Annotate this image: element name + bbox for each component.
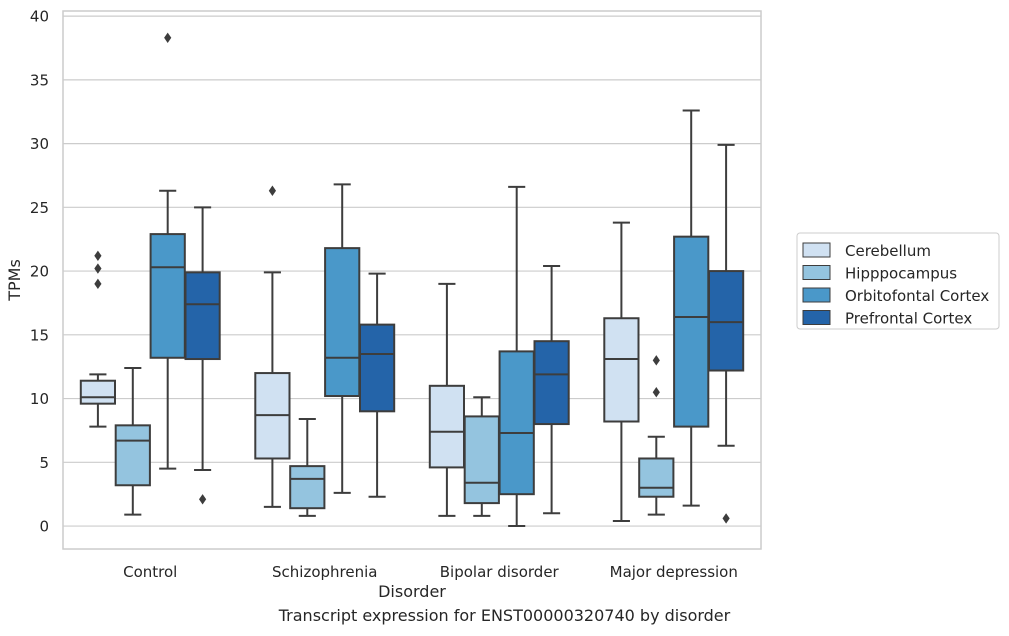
x-axis-label: Disorder <box>378 582 446 600</box>
box-1-1 <box>289 417 326 517</box>
outlier-point <box>652 355 660 366</box>
legend-label: Orbitofontal Cortex <box>845 287 989 305</box>
box-body <box>428 384 466 469</box>
box-0-3 <box>184 206 221 505</box>
box-body <box>463 415 500 505</box>
box-0-2 <box>149 32 186 470</box>
y-axis-label: TPMs <box>5 259 24 302</box>
box-3-0 <box>603 221 640 522</box>
x-tick-label: Schizophrenia <box>272 563 377 581</box>
legend-frame <box>796 232 1000 330</box>
box-body <box>79 379 117 405</box>
box-plot-chart: 0 5 10 15 20 25 30 35 40 Control Schizophrenia Bip… <box>5 8 1000 600</box>
y-tick-label: 40 <box>30 8 49 26</box>
y-tick-label: 5 <box>39 454 49 472</box>
legend-swatch <box>802 265 831 280</box>
box-2-0 <box>428 282 466 517</box>
legend-label: Cerebellum <box>845 242 931 260</box>
outlier-point <box>94 250 102 261</box>
outlier-point <box>652 386 660 398</box>
box-body <box>673 235 710 428</box>
figure-caption: Transcript expression for ENST0000032074… <box>278 606 731 625</box>
y-tick-label: 15 <box>30 326 49 344</box>
boxes-layer <box>79 32 745 528</box>
outlier-point <box>94 263 102 274</box>
legend-label: Hipppocampus <box>845 265 957 283</box>
box-2-2 <box>498 185 535 528</box>
y-tick-label: 0 <box>39 518 49 536</box>
box-body <box>638 457 675 498</box>
y-tick-label: 10 <box>30 390 49 408</box>
box-0-0 <box>79 250 117 428</box>
box-body <box>603 317 640 423</box>
x-tick-label: Bipolar disorder <box>440 563 560 581</box>
box-3-1 <box>638 355 675 516</box>
outlier-point <box>199 494 207 505</box>
legend-swatch <box>802 287 831 303</box>
box-2-3 <box>533 264 570 515</box>
box-1-3 <box>358 272 396 498</box>
legend-label: Prefrontal Cortex <box>845 310 972 328</box>
outlier-point <box>94 278 102 290</box>
outlier-point <box>722 513 730 524</box>
y-tick-label: 20 <box>30 263 49 281</box>
x-tick-label: Control <box>123 563 177 581</box>
box-body <box>707 270 745 372</box>
outlier-point <box>164 32 172 43</box>
legend-swatch <box>802 242 831 258</box>
x-tick-label: Major depression <box>610 563 738 581</box>
box-body <box>289 465 326 510</box>
box-1-2 <box>324 183 361 494</box>
y-tick-label: 30 <box>30 135 49 153</box>
box-body <box>324 247 361 398</box>
box-1-0 <box>254 185 291 508</box>
box-2-1 <box>463 396 500 517</box>
box-3-3 <box>707 143 745 524</box>
box-body <box>114 424 151 487</box>
box-body <box>533 340 570 426</box>
legend: Cerebellum Hipppocampus Orbitofontal Corte… <box>796 232 1000 330</box>
box-0-1 <box>114 366 151 516</box>
y-tick-labels: 0 5 10 15 20 25 30 35 40 <box>30 8 49 536</box>
box-body <box>498 350 535 496</box>
box-body <box>184 271 221 361</box>
box-body <box>358 323 396 413</box>
outlier-point <box>268 185 276 196</box>
box-body <box>149 233 186 359</box>
box-3-2 <box>673 109 710 507</box>
x-tick-labels: Control Schizophrenia Bipolar disorder Majo… <box>123 563 738 581</box>
y-tick-label: 25 <box>30 199 49 217</box>
legend-swatch <box>802 310 831 325</box>
plot-frame <box>62 10 762 550</box>
y-tick-label: 35 <box>30 71 49 89</box>
